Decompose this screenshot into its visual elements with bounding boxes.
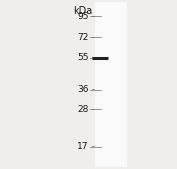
Text: 95: 95	[77, 12, 88, 21]
Text: 72: 72	[77, 33, 88, 42]
Text: 36: 36	[77, 85, 88, 94]
Text: -: -	[89, 104, 96, 114]
Text: -: -	[89, 142, 96, 151]
Text: 55: 55	[77, 53, 88, 62]
Text: -: -	[89, 12, 96, 21]
Text: 17: 17	[77, 142, 88, 151]
Text: -: -	[89, 33, 96, 42]
Text: 28: 28	[77, 104, 88, 114]
Text: -: -	[89, 85, 96, 94]
Text: -: -	[89, 53, 96, 62]
Bar	[95, 2, 127, 167]
Text: kDa: kDa	[73, 6, 92, 16]
